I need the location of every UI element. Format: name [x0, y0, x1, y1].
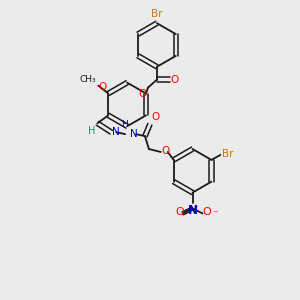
Text: O: O	[162, 146, 170, 156]
Text: Br: Br	[151, 9, 163, 19]
Text: O: O	[175, 207, 184, 218]
Text: O: O	[202, 207, 211, 218]
Text: O: O	[98, 82, 106, 92]
Text: H: H	[88, 126, 95, 136]
Text: ⁺: ⁺	[194, 205, 198, 214]
Text: O: O	[171, 75, 179, 85]
Text: N: N	[112, 127, 120, 137]
Text: N: N	[130, 129, 138, 139]
Text: CH₃: CH₃	[80, 75, 96, 84]
Text: O: O	[151, 112, 159, 122]
Text: N: N	[188, 205, 197, 218]
Text: Br: Br	[222, 149, 234, 159]
Text: O: O	[139, 88, 147, 99]
Text: ⁻: ⁻	[212, 209, 218, 219]
Text: H: H	[121, 120, 128, 129]
